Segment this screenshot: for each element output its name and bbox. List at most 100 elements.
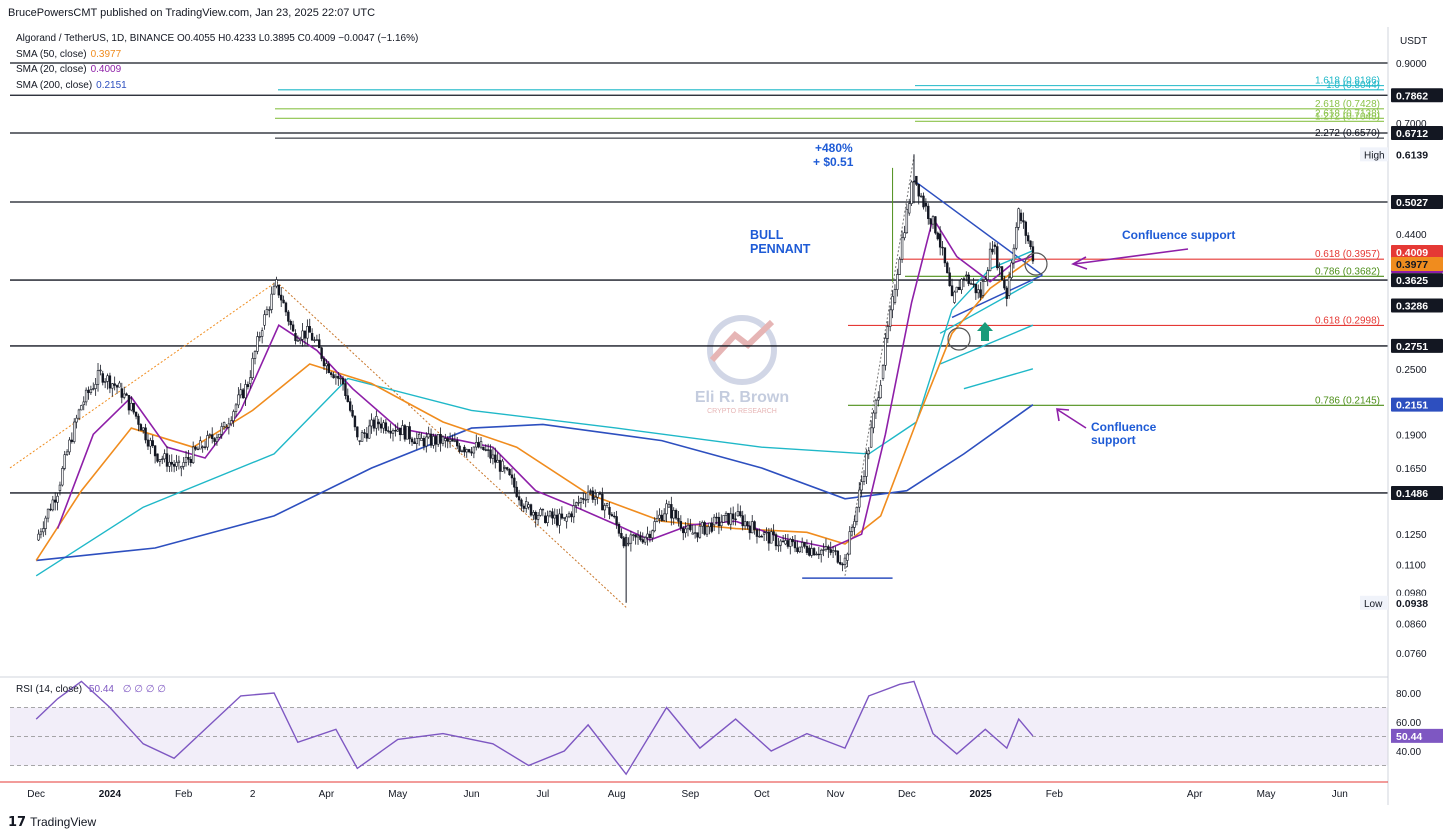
candle-body: [191, 446, 195, 463]
candle-body: [344, 383, 347, 396]
candle-body: [977, 289, 980, 294]
price-tick-9: 0.0860: [1396, 619, 1427, 630]
candle-body: [313, 339, 316, 341]
sma50-value: 0.3977: [90, 48, 122, 60]
candle-body: [318, 339, 321, 349]
symbol-row[interactable]: Algorand / TetherUS, 1D, BINANCE O0.4055…: [16, 33, 419, 44]
ema-teal-1: [939, 281, 1034, 334]
gain-dollar-label: + $0.51: [813, 155, 854, 169]
time-axis[interactable]: Dec 2024 Feb 2 Apr May Jun Jul Aug Sep Oct Nov Dec 20…: [27, 789, 1348, 800]
candle-body: [439, 433, 442, 444]
sma20-row[interactable]: SMA (20, close) 0.4009: [16, 62, 418, 78]
candle-body: [194, 446, 197, 450]
price-tag-bg-12: [1391, 595, 1443, 610]
candle-body: [767, 531, 771, 544]
candle-body: [515, 486, 518, 497]
price-tag-10: 0.2151: [1396, 400, 1428, 412]
candle-body: [422, 437, 426, 447]
candle-body: [636, 535, 640, 538]
candle-body: [425, 436, 428, 447]
candle-body: [698, 525, 702, 538]
candle-body: [132, 402, 135, 413]
candle-body: [101, 373, 104, 383]
candle-body: [510, 474, 514, 479]
candle-body: [363, 432, 366, 434]
candle-body: [498, 459, 502, 472]
time-tick-9: Sep: [681, 789, 699, 800]
candle-body: [658, 514, 661, 519]
candle-body: [969, 283, 973, 285]
candle-body: [353, 415, 357, 428]
candle-body: [56, 495, 59, 503]
candle-body: [667, 504, 671, 508]
sma200-row[interactable]: SMA (200, close) 0.2151: [16, 78, 418, 94]
currency-label: USDT: [1400, 36, 1427, 47]
candle-body: [249, 377, 252, 384]
price-tick-3: 0.2500: [1396, 365, 1427, 376]
candle-body: [339, 377, 342, 380]
candle-body: [1005, 287, 1008, 299]
time-tick-14: Feb: [1046, 789, 1064, 800]
candle-body: [525, 501, 528, 509]
candle-body: [244, 384, 247, 399]
tradingview-footer[interactable]: 𝟭𝟳 TradingView: [8, 814, 96, 830]
candle-body: [163, 453, 166, 460]
candle-body: [401, 425, 404, 436]
candle-body: [146, 439, 150, 447]
candle-body: [943, 247, 947, 264]
confluence-support-top-label: Confluence support: [1122, 228, 1235, 242]
rsi-tick-0: 80.00: [1396, 689, 1421, 700]
candle-body: [51, 499, 55, 511]
candle-body: [137, 415, 140, 425]
candle-body: [94, 384, 97, 389]
candle-body: [158, 459, 162, 462]
fib-label-3: 0.786 (0.2145): [1315, 395, 1380, 406]
candle-body: [96, 370, 100, 385]
candle-body: [1000, 266, 1004, 281]
sma50-row[interactable]: SMA (50, close) 0.3977: [16, 47, 418, 63]
gain-percent-label: +480%: [815, 141, 853, 155]
bull-pennant-label-2: PENNANT: [750, 242, 811, 256]
rsi-legend[interactable]: RSI (14, close) 50.44 ∅ ∅ ∅ ∅: [16, 684, 166, 695]
candle-body: [213, 438, 216, 442]
candle-body: [927, 205, 930, 219]
candle-body: [808, 547, 811, 556]
candle-body: [784, 540, 787, 545]
candle-body: [574, 502, 578, 506]
time-tick-11: Nov: [827, 789, 845, 800]
price-tick-1: 0.7000: [1396, 119, 1427, 130]
candle-body: [710, 522, 713, 532]
candle-body: [610, 514, 614, 517]
watermark-title: Eli R. Brown: [695, 389, 789, 406]
candle-body: [1029, 240, 1032, 247]
candle-body: [960, 278, 963, 291]
rsi-line: [35, 680, 1034, 776]
candle-body: [53, 499, 57, 503]
candle-body: [203, 446, 207, 448]
candle-body: [291, 324, 295, 332]
candle-body: [315, 339, 319, 341]
candle-body: [884, 337, 887, 366]
candle-body: [622, 537, 625, 547]
candle-body: [253, 351, 257, 359]
candle-body: [111, 383, 114, 389]
candle-body: [279, 294, 283, 301]
candle-body: [403, 425, 407, 440]
candle-body: [270, 293, 273, 310]
candle-body: [865, 453, 868, 477]
candle-body: [337, 375, 340, 379]
candle-body: [831, 550, 835, 553]
candle-body: [37, 533, 40, 541]
candle-body: [908, 203, 911, 214]
candle-body: [503, 467, 507, 469]
candle-body: [475, 442, 478, 448]
candle-body: [234, 404, 238, 412]
candle-body: [118, 382, 121, 388]
candle-body: [746, 521, 749, 527]
candle-body: [724, 512, 728, 516]
candle-body: [420, 437, 423, 441]
confluence-support-bottom-label-1: Confluence: [1091, 420, 1157, 434]
rsi-value-tag: 50.44: [1396, 731, 1422, 743]
time-tick-6: Jun: [463, 789, 479, 800]
